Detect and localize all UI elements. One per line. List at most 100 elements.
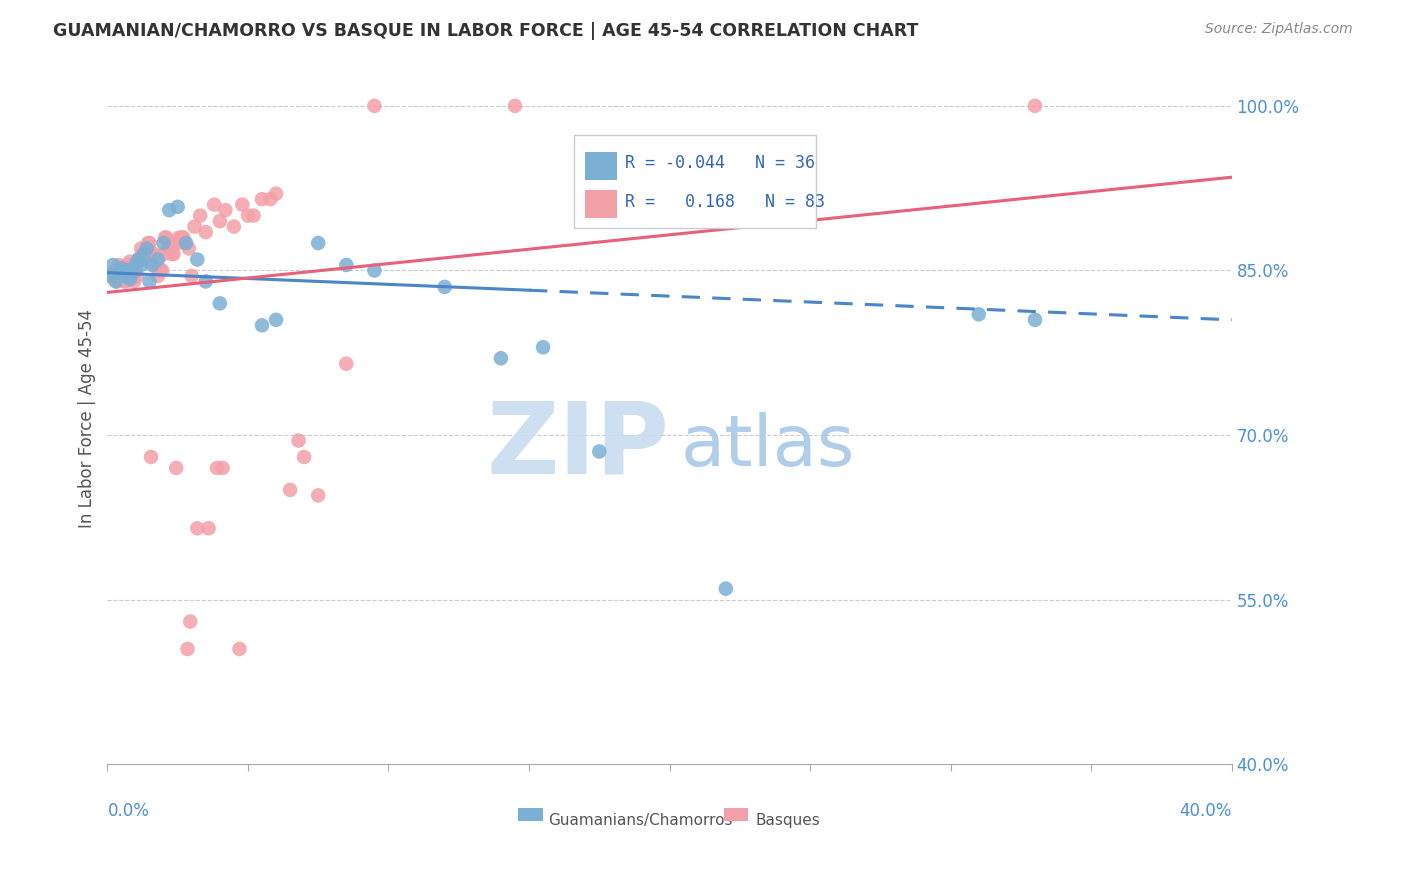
Point — [145, 258, 167, 272]
Point — [194, 275, 217, 289]
Bar — [517, 808, 543, 821]
Point — [1024, 313, 1046, 327]
Point — [177, 242, 200, 256]
Text: Source: ZipAtlas.com: Source: ZipAtlas.com — [1205, 22, 1353, 37]
Point — [159, 242, 181, 256]
Point — [150, 263, 173, 277]
Point — [117, 258, 139, 272]
Point — [287, 434, 309, 448]
Point — [172, 230, 194, 244]
Point — [141, 247, 163, 261]
Point — [180, 268, 202, 283]
Point — [121, 268, 143, 283]
Point — [118, 254, 141, 268]
Point — [264, 186, 287, 201]
Point — [125, 268, 148, 283]
Point — [188, 209, 211, 223]
Point — [100, 268, 122, 283]
Point — [101, 266, 124, 280]
Point — [142, 247, 165, 261]
Point — [163, 235, 186, 250]
Bar — [724, 808, 748, 821]
Point — [132, 247, 155, 261]
Point — [503, 99, 526, 113]
Point — [103, 272, 125, 286]
Point — [433, 280, 456, 294]
Point — [208, 296, 231, 310]
Text: 40.0%: 40.0% — [1180, 802, 1232, 820]
Point — [214, 203, 236, 218]
Y-axis label: In Labor Force | Age 45-54: In Labor Force | Age 45-54 — [79, 309, 96, 528]
Point — [166, 200, 188, 214]
Point — [173, 235, 195, 250]
Point — [278, 483, 301, 497]
Point — [152, 235, 174, 250]
Point — [107, 266, 129, 280]
Point — [135, 242, 157, 256]
Point — [138, 235, 160, 250]
Text: Basques: Basques — [755, 814, 820, 829]
Point — [135, 252, 157, 267]
Point — [141, 258, 163, 272]
Point — [124, 258, 146, 272]
Point — [264, 313, 287, 327]
Point — [121, 266, 143, 280]
Point — [250, 192, 273, 206]
Text: 0.0%: 0.0% — [107, 802, 149, 820]
Point — [128, 252, 150, 267]
Point — [105, 275, 128, 289]
Point — [1024, 99, 1046, 113]
Point — [167, 230, 190, 244]
Point — [143, 258, 166, 272]
Point — [714, 582, 737, 596]
Point — [531, 340, 554, 354]
Text: ZIP: ZIP — [486, 398, 669, 495]
Point — [160, 247, 183, 261]
Point — [307, 235, 329, 250]
Point — [250, 318, 273, 333]
Point — [292, 450, 315, 464]
Point — [242, 209, 264, 223]
Text: R = -0.044   N = 36: R = -0.044 N = 36 — [624, 153, 814, 172]
Point — [98, 268, 121, 283]
Point — [259, 192, 281, 206]
Point — [236, 209, 259, 223]
Point — [588, 444, 610, 458]
Point — [176, 642, 198, 657]
Point — [115, 263, 138, 277]
Point — [146, 252, 169, 267]
Point — [363, 263, 385, 277]
Point — [208, 214, 231, 228]
Point — [131, 247, 153, 261]
Bar — [585, 191, 617, 219]
Point — [127, 252, 149, 267]
Point — [134, 252, 156, 267]
Point — [146, 268, 169, 283]
Point — [186, 252, 208, 267]
Point — [231, 197, 253, 211]
Point — [156, 242, 179, 256]
Point — [115, 258, 138, 272]
Point — [222, 219, 245, 234]
Point — [110, 268, 132, 283]
Text: Guamanians/Chamorros: Guamanians/Chamorros — [548, 814, 733, 829]
Point — [197, 521, 219, 535]
Text: atlas: atlas — [681, 412, 855, 481]
Point — [166, 235, 188, 250]
Point — [104, 263, 127, 277]
Point — [149, 263, 172, 277]
Point — [153, 230, 176, 244]
Point — [205, 461, 228, 475]
Point — [967, 307, 990, 321]
Point — [335, 357, 357, 371]
Point — [162, 247, 184, 261]
Text: GUAMANIAN/CHAMORRO VS BASQUE IN LABOR FORCE | AGE 45-54 CORRELATION CHART: GUAMANIAN/CHAMORRO VS BASQUE IN LABOR FO… — [53, 22, 918, 40]
Point — [152, 247, 174, 261]
Point — [165, 461, 187, 475]
Point — [136, 235, 159, 250]
Point — [211, 461, 233, 475]
Point — [157, 242, 180, 256]
Point — [111, 263, 134, 277]
Point — [127, 252, 149, 267]
Point — [155, 230, 177, 244]
